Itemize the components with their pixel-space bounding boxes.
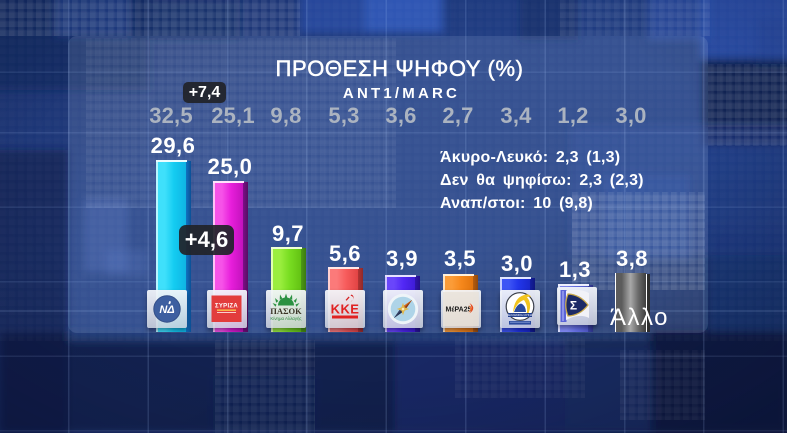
svg-text:ΜέΡΑ25: ΜέΡΑ25 (446, 307, 472, 314)
svg-text:Κίνημα Αλλαγής: Κίνημα Αλλαγής (270, 316, 301, 321)
svg-text:ΣΥΡΙΖΑ: ΣΥΡΙΖΑ (215, 304, 238, 310)
svg-text:ΠΑΣΟΚ: ΠΑΣΟΚ (270, 306, 302, 316)
svg-text:ΕΛΛΗΝΙΚΗ ΛΥΣΗ: ΕΛΛΗΝΙΚΗ ΛΥΣΗ (508, 313, 532, 317)
svg-text:KKE: KKE (331, 302, 360, 317)
svg-text:Σ: Σ (570, 299, 577, 313)
svg-text:ΝΔ: ΝΔ (159, 304, 174, 316)
